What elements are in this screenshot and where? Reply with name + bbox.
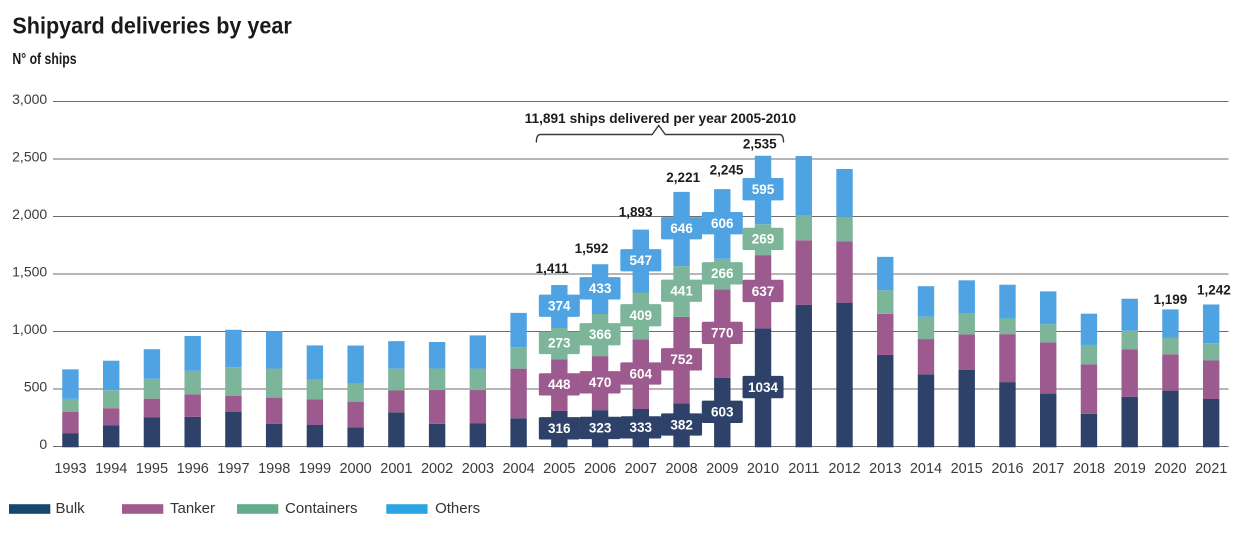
svg-text:1,893: 1,893 (619, 205, 653, 220)
svg-text:269: 269 (752, 232, 775, 247)
svg-text:1997: 1997 (217, 461, 249, 477)
svg-text:1,592: 1,592 (575, 241, 609, 256)
svg-text:1,500: 1,500 (12, 264, 47, 280)
svg-text:409: 409 (630, 308, 653, 323)
svg-text:500: 500 (24, 379, 48, 395)
svg-text:2016: 2016 (991, 461, 1023, 477)
svg-text:2000: 2000 (339, 461, 371, 477)
svg-text:1994: 1994 (95, 461, 127, 477)
svg-text:1999: 1999 (299, 461, 331, 477)
svg-text:1996: 1996 (177, 461, 209, 477)
svg-text:595: 595 (752, 182, 775, 197)
svg-text:2,000: 2,000 (12, 206, 47, 222)
svg-text:273: 273 (548, 336, 571, 351)
svg-text:2008: 2008 (665, 461, 697, 477)
svg-text:382: 382 (670, 417, 693, 432)
svg-text:Bulk: Bulk (56, 500, 86, 517)
svg-text:2021: 2021 (1195, 461, 1227, 477)
svg-text:646: 646 (670, 221, 693, 236)
svg-text:441: 441 (670, 284, 693, 299)
svg-text:316: 316 (548, 421, 571, 436)
svg-text:470: 470 (589, 375, 612, 390)
svg-text:Shipyard deliveries by year: Shipyard deliveries by year (12, 13, 291, 39)
svg-text:2017: 2017 (1032, 461, 1064, 477)
svg-text:2012: 2012 (828, 461, 860, 477)
svg-text:637: 637 (752, 284, 775, 299)
svg-text:2005: 2005 (543, 461, 575, 477)
svg-text:2003: 2003 (462, 461, 494, 477)
svg-text:2013: 2013 (869, 461, 901, 477)
svg-text:3,000: 3,000 (12, 91, 47, 107)
svg-text:323: 323 (589, 421, 612, 436)
svg-text:2,245: 2,245 (710, 163, 744, 178)
svg-text:Tanker: Tanker (170, 500, 215, 517)
svg-text:2,500: 2,500 (12, 149, 47, 165)
svg-text:2004: 2004 (502, 461, 534, 477)
svg-text:2018: 2018 (1073, 461, 1105, 477)
svg-text:448: 448 (548, 377, 571, 392)
svg-text:1,411: 1,411 (536, 261, 570, 276)
svg-text:2009: 2009 (706, 461, 738, 477)
svg-text:1995: 1995 (136, 461, 168, 477)
svg-text:266: 266 (711, 266, 734, 281)
svg-text:433: 433 (589, 281, 612, 296)
svg-text:752: 752 (670, 352, 693, 367)
svg-text:333: 333 (630, 420, 653, 435)
svg-text:2006: 2006 (584, 461, 616, 477)
svg-text:11,891 ships delivered per yea: 11,891 ships delivered per year 2005-201… (525, 110, 797, 126)
svg-text:2,535: 2,535 (743, 137, 777, 152)
svg-text:2011: 2011 (788, 461, 819, 477)
svg-text:547: 547 (630, 253, 653, 268)
svg-text:1993: 1993 (54, 461, 86, 477)
svg-text:2019: 2019 (1114, 461, 1146, 477)
svg-text:1998: 1998 (258, 461, 290, 477)
svg-text:Containers: Containers (285, 500, 358, 517)
svg-text:2001: 2001 (380, 461, 412, 477)
svg-text:2,221: 2,221 (666, 170, 700, 185)
svg-text:606: 606 (711, 216, 734, 231)
svg-text:770: 770 (711, 326, 734, 341)
svg-text:1034: 1034 (748, 380, 779, 395)
svg-text:374: 374 (548, 299, 571, 314)
svg-text:Others: Others (435, 500, 480, 517)
svg-text:2007: 2007 (625, 461, 657, 477)
svg-text:2015: 2015 (951, 461, 983, 477)
svg-text:603: 603 (711, 405, 734, 420)
svg-text:1,199: 1,199 (1154, 292, 1188, 307)
svg-text:0: 0 (39, 436, 47, 452)
svg-text:2010: 2010 (747, 461, 779, 477)
svg-text:604: 604 (630, 366, 653, 381)
svg-text:2002: 2002 (421, 461, 453, 477)
svg-text:1,000: 1,000 (12, 321, 47, 337)
svg-text:2020: 2020 (1154, 461, 1186, 477)
svg-text:1,242: 1,242 (1197, 282, 1231, 297)
svg-text:N° of ships: N° of ships (12, 51, 76, 68)
svg-text:2014: 2014 (910, 461, 942, 477)
svg-text:366: 366 (589, 327, 612, 342)
